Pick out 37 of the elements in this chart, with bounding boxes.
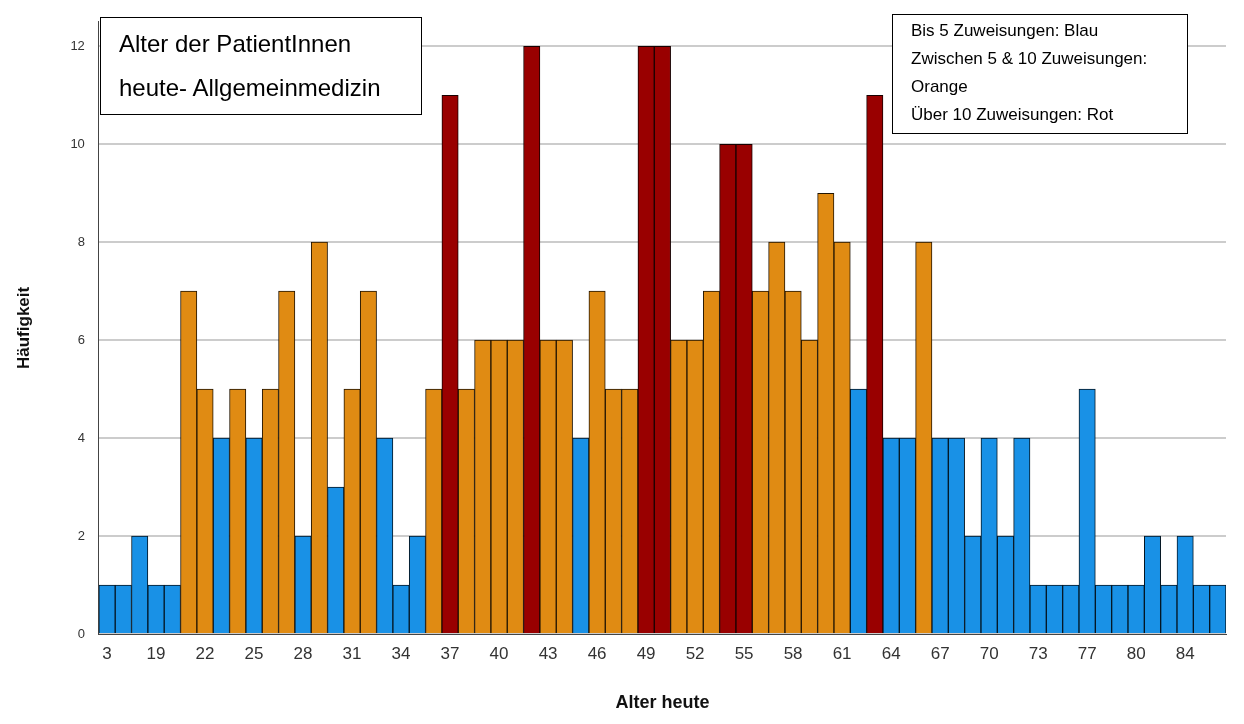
- x-tick-label: 22: [195, 643, 215, 663]
- annotation: Bis 5 Zuweisungen: Blau: [911, 20, 1100, 42]
- annotation: Zwischen 5 & 10 Zuweisungen: Orange: [911, 48, 1149, 98]
- x-axis-title: Alter heute: [615, 692, 710, 713]
- y-tick-label: 4: [77, 429, 85, 445]
- x-tick-label: 55: [734, 643, 754, 663]
- title-box: Alter der PatientInnen heute- Allgemeinmedizin: [100, 17, 422, 115]
- x-tick-label: 61: [832, 643, 852, 663]
- y-tick-label: 8: [77, 233, 85, 249]
- x-tick-label: 73: [1028, 643, 1048, 663]
- x-tick-label: 70: [979, 643, 999, 663]
- x-tick-label: 19: [146, 643, 166, 663]
- x-tick-label: 80: [1126, 643, 1146, 663]
- x-tick-label: 46: [587, 643, 607, 663]
- note-box: Bis 5 Zuweisungen: Blau Zwischen 5 & 10 Zuweisungen: Orange Über 10 Zuweisungen: Rot: [892, 14, 1188, 134]
- x-tick-label: 67: [930, 643, 950, 663]
- x-tick-label: 34: [391, 643, 411, 663]
- x-tick-label: 84: [1175, 643, 1195, 663]
- x-tick-label: 25: [244, 643, 264, 663]
- x-tick-label: 37: [440, 643, 460, 663]
- x-tick-label: 49: [636, 643, 656, 663]
- y-tick-label: 6: [77, 331, 85, 347]
- y-tick-label: 12: [70, 37, 85, 53]
- y-tick-label: 2: [77, 527, 85, 543]
- x-tick-label: 58: [783, 643, 803, 663]
- y-tick-label: 10: [70, 135, 85, 151]
- x-tick-label: 43: [538, 643, 558, 663]
- annotation: Über 10 Zuweisungen: Rot: [911, 104, 1115, 126]
- x-tick-label: 77: [1077, 643, 1097, 663]
- x-tick-label: 28: [293, 643, 313, 663]
- x-tick-label: 40: [489, 643, 509, 663]
- y-axis-title: Häufigkeit: [13, 286, 33, 369]
- x-tick-label: 64: [881, 643, 901, 663]
- y-tick-label: 0: [77, 625, 85, 641]
- x-tick-label: 3: [102, 643, 112, 663]
- x-tick-label: 31: [342, 643, 362, 663]
- x-tick-label: 52: [685, 643, 705, 663]
